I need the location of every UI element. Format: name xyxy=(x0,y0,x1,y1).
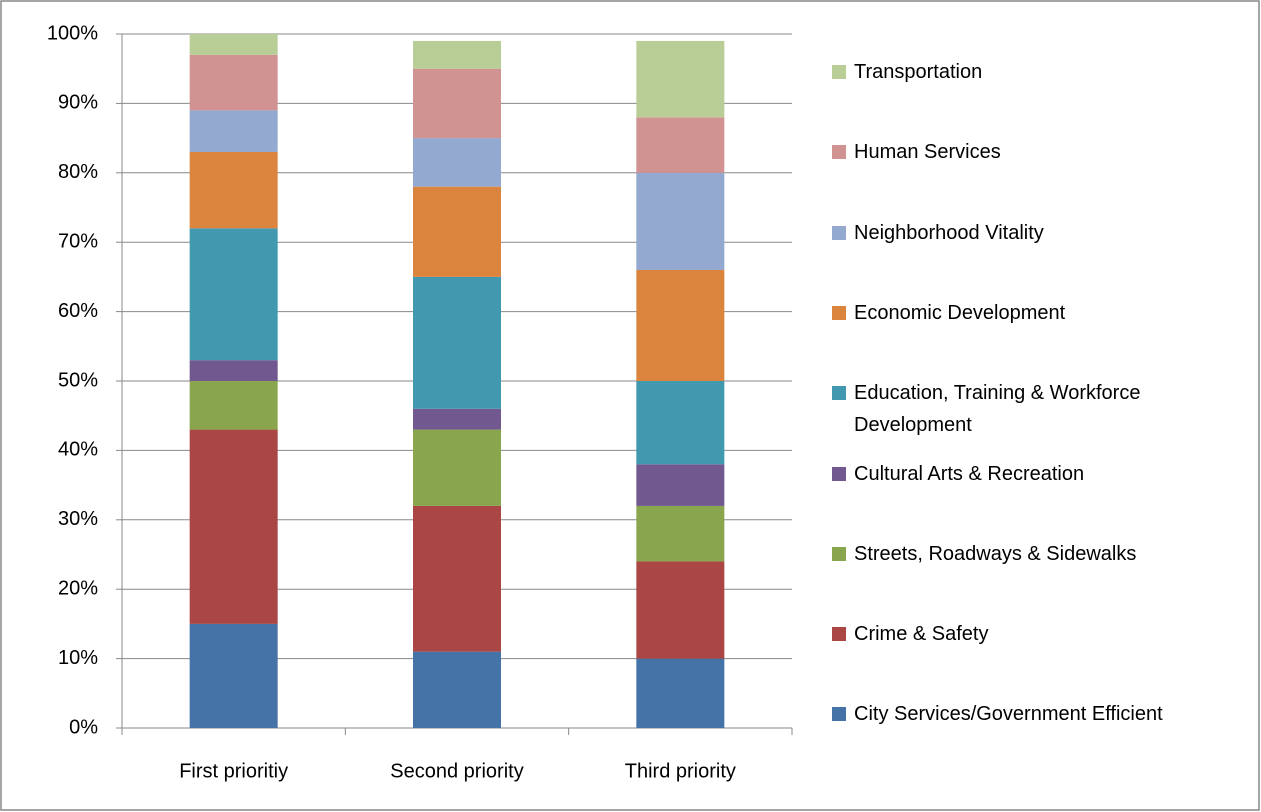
bar-segment xyxy=(413,186,501,277)
legend-swatch xyxy=(832,466,846,481)
bar-segment xyxy=(636,505,725,562)
legend-swatch xyxy=(832,627,846,642)
y-tick-label: 100% xyxy=(47,22,98,44)
bar-segment xyxy=(413,40,501,69)
legend-label: Transportation xyxy=(854,61,983,83)
bar-segment xyxy=(189,360,278,381)
bar-segment xyxy=(413,408,501,430)
bar-segment xyxy=(189,54,278,111)
y-tick-label: 80% xyxy=(58,161,98,183)
bar-segment xyxy=(636,561,725,659)
y-tick-label: 60% xyxy=(58,300,98,322)
bar-segment xyxy=(636,658,725,728)
legend-entry: Education, Training & Workforce Developm… xyxy=(832,377,1232,441)
bar-segment xyxy=(189,34,278,55)
x-tick-label: First prioritiy xyxy=(179,760,288,782)
bar-segment xyxy=(413,138,501,187)
bar-segment xyxy=(636,117,725,173)
legend-label: Cultural Arts & Recreation xyxy=(854,462,1085,485)
legend-swatch xyxy=(832,225,846,240)
legend-swatch xyxy=(832,305,846,320)
legend-swatch xyxy=(832,145,846,160)
bar-segment xyxy=(413,429,501,506)
legend-label: Neighborhood Vitality xyxy=(854,221,1044,244)
legend-entry: Cultural Arts & Recreation xyxy=(832,458,1232,490)
legend-entry: Neighborhood Vitality xyxy=(832,217,1232,249)
bar-segment xyxy=(636,40,725,118)
bar-segment xyxy=(189,429,278,624)
legend-entry: City Services/Government Efficient xyxy=(832,698,1232,730)
y-tick-label: 30% xyxy=(58,508,98,530)
bar-segment xyxy=(189,228,278,361)
legend-entry: Crime & Safety xyxy=(832,618,1232,650)
legend-swatch xyxy=(832,707,846,722)
y-tick-label: 0% xyxy=(69,716,98,738)
legend-entry: Streets, Roadways & Sidewalks xyxy=(832,538,1232,570)
bar-segment xyxy=(636,381,725,465)
y-tick-label: 20% xyxy=(58,577,98,599)
bar-segment xyxy=(413,68,501,139)
bar-segment xyxy=(636,464,725,506)
bar-segment xyxy=(413,505,501,652)
x-tick-label: Second priority xyxy=(390,760,523,782)
legend-entry: Economic Development xyxy=(832,297,1232,329)
bar-segment xyxy=(413,276,501,409)
y-tick-label: 10% xyxy=(58,647,98,669)
bar-segment xyxy=(189,623,278,728)
y-tick-label: 50% xyxy=(58,369,98,391)
y-tick-label: 90% xyxy=(58,92,98,114)
bar-segment xyxy=(636,269,725,381)
legend-swatch xyxy=(832,65,846,79)
bar-segment xyxy=(189,381,278,430)
legend-swatch xyxy=(832,386,846,401)
legend-swatch xyxy=(832,546,846,561)
legend-label: City Services/Government Efficient xyxy=(854,703,1163,726)
y-tick-label: 70% xyxy=(58,230,98,252)
y-tick-label: 40% xyxy=(58,439,98,461)
legend-label: Education, Training & Workforce Developm… xyxy=(854,382,1141,437)
bar-segment xyxy=(636,172,725,270)
legend-label: Economic Development xyxy=(854,301,1066,324)
legend-label: Streets, Roadways & Sidewalks xyxy=(854,542,1137,565)
x-tick-label: Third priority xyxy=(625,760,736,782)
legend-label: Crime & Safety xyxy=(854,623,989,646)
legend-entry: Transportation xyxy=(832,56,1232,88)
bar-segment xyxy=(413,651,501,728)
legend-label: Human Services xyxy=(854,141,1001,164)
bar-segment xyxy=(189,151,278,229)
bar-segment xyxy=(189,110,278,152)
legend-entry: Human Services xyxy=(832,136,1232,168)
